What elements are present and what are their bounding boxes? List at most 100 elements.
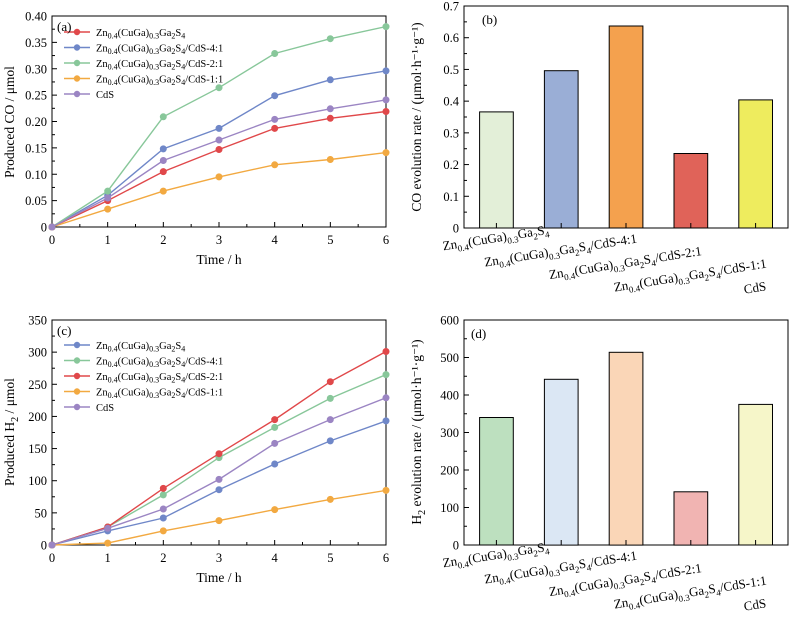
panel-b-category-label: Zn0.4(CuGa)0.3Ga2S4/CdS-1:1 [613, 256, 768, 298]
panel-b-ytick-label: 0.6 [443, 31, 459, 45]
panel-c-ytick-label: 50 [35, 506, 48, 520]
panel-b-ytick-label: 0.3 [443, 126, 459, 140]
panel-c-data-point [382, 394, 390, 402]
panel-c-legend-entry: Zn0.4(CuGa)0.3Ga2S4/CdS-4:1 [96, 356, 223, 369]
panel-c-data-point [215, 517, 223, 525]
panel-d-category-label: Zn0.4(CuGa)0.3Ga2S4/CdS-4:1 [483, 548, 638, 590]
panel-c-data-point [271, 423, 279, 431]
panel-c-ytick-label: 350 [28, 314, 47, 328]
panel-c-legend-swatch-marker [73, 403, 81, 411]
panel-a-data-point [271, 49, 279, 57]
panel-a-data-point [271, 115, 279, 123]
panel-b-bar-4 [738, 99, 773, 229]
panel-b-ytick-label: 0.2 [443, 158, 459, 172]
panel-a-legend-swatch-marker [73, 44, 81, 51]
panel-c-ytick-label: 100 [28, 474, 47, 488]
panel-a-legend-entry: CdS [96, 90, 114, 101]
panel-a-legend-swatch-marker [73, 75, 81, 82]
panel-b-ytick-label: 0.5 [443, 63, 459, 77]
panel-a-data-point [159, 187, 167, 195]
panel-b-category-label: Zn0.4(CuGa)0.3Ga2S4/CdS-2:1 [548, 243, 703, 285]
panel-a-xtick-label: 0 [49, 233, 55, 247]
panel-a-data-point [382, 67, 390, 75]
panel-c-data-point [104, 539, 112, 547]
panel-c-data-point [326, 378, 334, 386]
panel-c-ytick-label: 200 [28, 410, 47, 424]
panel-c-legend-entry: Zn0.4(CuGa)0.3Ga2S4/CdS-1:1 [96, 387, 223, 400]
panel-a-data-point [104, 187, 112, 195]
panel-a-data-point [326, 114, 334, 122]
panel-a-series-line-3 [51, 151, 387, 228]
panel-c-legend-entry: Zn0.4(CuGa)0.3Ga2S4 [96, 341, 185, 354]
panel-d-ytick-label: 200 [440, 464, 459, 478]
panel-c-data-point [382, 371, 390, 379]
panel-a-data-point [159, 113, 167, 121]
panel-a-ytick-label: 0.10 [25, 168, 47, 182]
panel-a-legend-entry: Zn0.4(CuGa)0.3Ga2S4/CdS-2:1 [96, 59, 223, 72]
panel-a-ytick-label: 0.40 [25, 10, 47, 24]
panel-a-data-point [48, 223, 56, 231]
panel-c-xtick-label: 0 [49, 551, 55, 565]
panel-a-panel-label: (a) [57, 19, 71, 34]
panel-a-series-line-4 [51, 99, 387, 228]
panel-b-panel-label: (b) [482, 12, 497, 27]
panel-c-data-point [382, 417, 390, 425]
panel-a-ytick-label: 0.15 [25, 141, 47, 155]
panel-d-ytick-label: 600 [440, 314, 459, 328]
panel-c-xtick-label: 5 [327, 551, 333, 565]
panel-b-ytick-label: 0 [453, 222, 459, 236]
panel-d-category-label: Zn0.4(CuGa)0.3Ga2S4/CdS-1:1 [613, 573, 768, 615]
panel-d-ytick-label: 300 [440, 426, 459, 440]
panel-b-ytick-label: 0.7 [443, 0, 459, 14]
panel-c-legend-swatch-marker [73, 388, 81, 395]
panel-c-data-point [326, 495, 334, 503]
panel-c-ytick-label: 250 [28, 378, 47, 392]
panel-c-data-point [104, 524, 112, 532]
panel-a-data-point [326, 156, 334, 164]
panel-a-legend-entry: Zn0.4(CuGa)0.3Ga2S4/CdS-4:1 [96, 43, 223, 56]
panel-a-data-point [271, 124, 279, 132]
panel-a-data-point [104, 194, 112, 202]
panel-c-data-point [382, 486, 390, 494]
panel-a-legend-swatch-marker [73, 28, 81, 36]
panel-c-data-point [326, 394, 334, 402]
panel-a-ytick-label: 0.30 [25, 62, 47, 76]
panel-c-xtick-label: 1 [105, 551, 111, 565]
panel-a-legend-swatch-marker [73, 59, 81, 67]
panel-c-data-point [271, 460, 279, 468]
panel-a-xtick-label: 6 [383, 233, 389, 247]
panel-a-ytick-label: 0.35 [25, 36, 47, 50]
panel-b-bar-2 [608, 25, 644, 229]
panel-a-ylabel: Produced CO / μmol [2, 66, 17, 178]
panel-a-legend-entry: Zn0.4(CuGa)0.3Ga2S4/CdS-1:1 [96, 74, 223, 87]
panel-c-ytick-label: 300 [28, 346, 47, 360]
panel-d-bar-1 [543, 378, 579, 546]
panel-a-data-point [159, 145, 167, 153]
panel-c-data-point [159, 527, 167, 535]
panel-b-bar-1 [543, 70, 579, 229]
panel-d-ytick-label: 400 [440, 389, 459, 403]
panel-d-ytick-label: 500 [440, 351, 459, 365]
panel-b-ytick-label: 0.4 [443, 95, 459, 109]
panel-a-data-point [159, 157, 167, 165]
panel-c-legend-entry: Zn0.4(CuGa)0.3Ga2S4/CdS-2:1 [96, 372, 223, 385]
panel-c-legend-swatch-marker [73, 341, 81, 349]
panel-c-data-point [382, 347, 390, 355]
panel-a-legend-entry: Zn0.4(CuGa)0.3Ga2S4 [96, 28, 185, 41]
panel-c-plot-frame [51, 319, 387, 546]
panel-d-bar-3 [673, 491, 709, 546]
panel-c-data-point [215, 486, 223, 494]
panel-d-category-label: CdS [743, 595, 767, 613]
panel-d-bar-2 [608, 351, 644, 546]
panel-a-data-point [326, 76, 334, 84]
panel-c-panel-label: (c) [57, 323, 71, 338]
panel-b-category-label: Zn0.4(CuGa)0.3Ga2S4 [442, 222, 551, 256]
panel-a-data-point [382, 149, 390, 157]
panel-a-xtick-label: 5 [327, 233, 333, 247]
panel-d-panel-label: (d) [471, 326, 486, 341]
panel-a-data-point [326, 35, 334, 43]
panel-c-data-point [326, 437, 334, 445]
panel-a-legend-swatch-marker [73, 90, 81, 98]
panel-c-ytick-label: 0 [41, 539, 47, 553]
panel-c-series-line-0 [51, 420, 387, 546]
